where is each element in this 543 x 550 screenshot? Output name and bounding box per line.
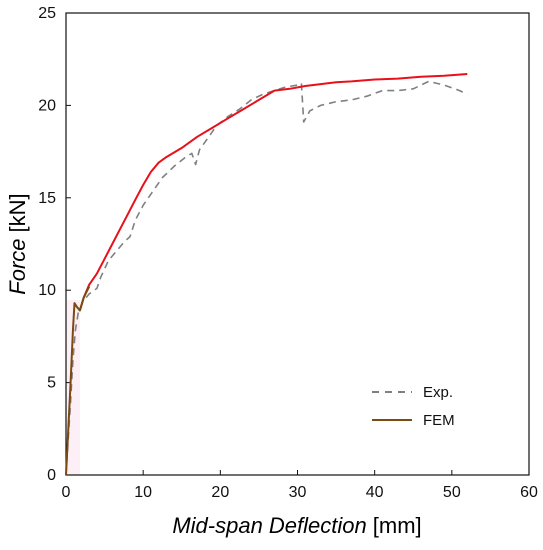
- series-line-unlabeled: [78, 73, 468, 311]
- x-axis-title-unit: [mm]: [373, 513, 422, 538]
- series-layer: [65, 73, 468, 476]
- plot-area-frame: [65, 12, 530, 476]
- origin-highlight: [66, 300, 80, 475]
- x-axis-title-main: Mid-span Deflection: [172, 513, 366, 538]
- y-axis-title: Force [kN]: [5, 193, 30, 294]
- legend-label-exp: Exp.: [423, 384, 453, 401]
- x-tick-label: 40: [366, 484, 384, 501]
- x-tick-label: 60: [520, 484, 538, 501]
- y-axis-title-unit: [kN]: [5, 193, 30, 232]
- y-tick-label: 0: [47, 467, 56, 484]
- y-axis-title-main: Force: [5, 238, 30, 294]
- y-tick-label: 25: [38, 5, 56, 22]
- x-tick-label: 50: [443, 484, 461, 501]
- x-tick-label: 0: [62, 484, 71, 501]
- y-axis-ticks: 0 5 10 15 20 25: [38, 5, 71, 484]
- y-tick-label: 5: [47, 375, 56, 392]
- series-line-fem: [65, 286, 91, 476]
- x-axis-ticks: 0 10 20 30 40 50 60: [62, 470, 538, 501]
- x-axis-title: Mid-span Deflection [mm]: [172, 513, 421, 538]
- series-line-exp: [65, 80, 468, 476]
- legend-label-fem: FEM: [423, 412, 455, 429]
- x-tick-label: 30: [289, 484, 307, 501]
- y-tick-label: 15: [38, 190, 56, 207]
- y-tick-label: 10: [38, 282, 56, 299]
- legend: Exp. FEM: [372, 384, 455, 429]
- y-tick-label: 20: [38, 97, 56, 114]
- x-tick-label: 20: [211, 484, 229, 501]
- x-tick-label: 10: [134, 484, 152, 501]
